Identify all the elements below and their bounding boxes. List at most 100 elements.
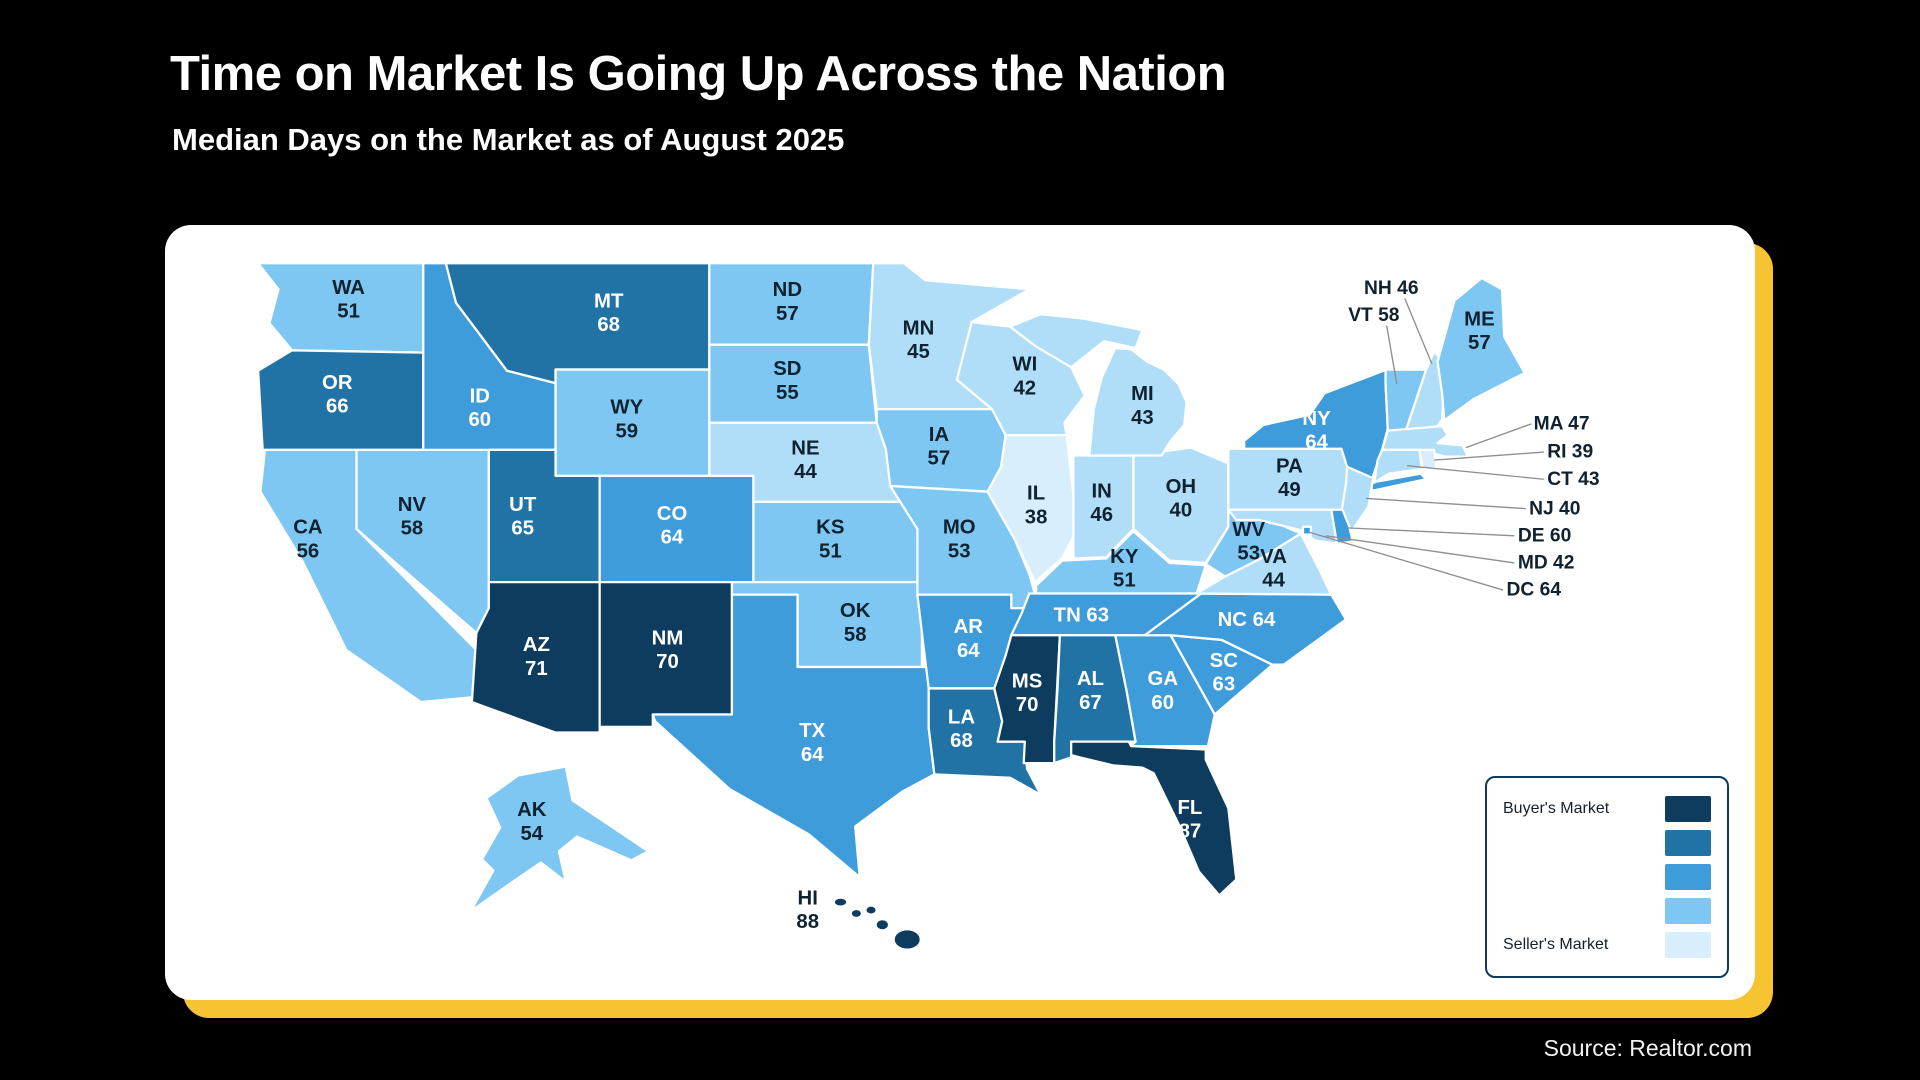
state-value-MN: 45 <box>907 341 930 363</box>
state-value-IL: 38 <box>1025 506 1048 528</box>
state-abbr-KS: KS <box>816 517 844 539</box>
state-value-MS: 70 <box>1016 694 1039 716</box>
legend-sellers-label: Seller's Market <box>1503 936 1609 953</box>
state-abbr-WA: WA <box>332 277 365 299</box>
state-value-HI: 88 <box>796 911 819 933</box>
state-label-DC: DC 64 <box>1507 580 1562 601</box>
state-abbr-AK: AK <box>517 799 547 821</box>
state-abbr-HI: HI <box>798 887 818 909</box>
state-value-LA: 68 <box>950 730 973 752</box>
state-label-NH: NH 46 <box>1364 278 1419 299</box>
legend-swatch-light <box>1665 898 1711 924</box>
state-abbr-MT: MT <box>594 290 624 312</box>
state-abbr-MS: MS <box>1012 670 1043 692</box>
state-abbr-OH: OH <box>1166 476 1197 498</box>
leader-line-NH <box>1404 298 1433 365</box>
legend-swatch-dark <box>1665 830 1711 856</box>
state-AK <box>469 765 650 913</box>
state-abbr-AZ: AZ <box>523 634 550 656</box>
state-label-NC: NC 64 <box>1218 609 1276 631</box>
state-value-AR: 64 <box>957 640 980 662</box>
state-value-SD: 55 <box>776 382 799 404</box>
state-value-WY: 59 <box>615 420 638 442</box>
state-abbr-AL: AL <box>1077 668 1104 690</box>
state-value-CO: 64 <box>661 527 684 549</box>
state-value-OH: 40 <box>1170 500 1193 522</box>
state-value-KY: 51 <box>1113 570 1136 592</box>
state-label-VT: VT 58 <box>1348 305 1400 326</box>
state-abbr-TX: TX <box>799 720 825 742</box>
legend-buyers-label: Buyer's Market <box>1503 800 1610 817</box>
state-abbr-NY: NY <box>1302 408 1331 430</box>
state-CT <box>1373 448 1423 484</box>
state-value-IA: 57 <box>928 448 951 470</box>
map-legend: Buyer's Market Seller's Market <box>1485 776 1729 978</box>
legend-swatch-darkest <box>1665 796 1711 822</box>
state-value-NM: 70 <box>656 651 679 673</box>
state-value-KS: 51 <box>819 540 842 562</box>
leader-line-MD <box>1325 535 1515 564</box>
page-title: Time on Market Is Going Up Across the Na… <box>170 47 1227 101</box>
state-value-WA: 51 <box>337 301 360 323</box>
map-card: WA 51 OR 66 CA 56 NV 58 ID 60 MT 68 WY 59 UT 65 CO 64 AZ 71… <box>165 225 1773 1018</box>
state-TX <box>651 593 936 879</box>
leader-line-DE <box>1347 527 1515 537</box>
us-choropleth-map: WA51OR66CA56NV58ID60MT68WY59UT65CO64AZ71… <box>257 262 1600 951</box>
leader-line-RI <box>1434 451 1544 461</box>
state-HI <box>832 896 849 908</box>
state-value-ID: 60 <box>468 409 491 431</box>
state-abbr-CO: CO <box>657 503 688 525</box>
state-value-SC: 63 <box>1213 674 1236 696</box>
state-label-RI: RI 39 <box>1547 442 1593 463</box>
state-abbr-VA: VA <box>1260 546 1287 568</box>
state-label-CT: CT 43 <box>1547 469 1599 490</box>
state-abbr-ID: ID <box>470 385 490 407</box>
legend-row-2 <box>1503 830 1711 856</box>
state-value-PA: 49 <box>1278 479 1301 501</box>
state-HI <box>892 928 922 951</box>
state-abbr-CA: CA <box>293 517 323 539</box>
state-labels-layer: WA51OR66CA56NV58ID60MT68WY59UT65CO64AZ71… <box>293 277 1599 933</box>
legend-row-3 <box>1503 864 1711 890</box>
state-abbr-IL: IL <box>1027 483 1045 505</box>
state-MI <box>1008 313 1144 369</box>
state-value-MO: 53 <box>948 540 971 562</box>
state-abbr-SD: SD <box>773 358 801 380</box>
state-abbr-WI: WI <box>1012 354 1037 376</box>
state-abbr-UT: UT <box>509 494 537 516</box>
leader-line-VT <box>1385 325 1398 385</box>
state-value-NE: 44 <box>794 461 817 483</box>
legend-swatch-medium <box>1665 864 1711 890</box>
state-HI <box>874 917 891 932</box>
legend-row-buyers: Buyer's Market <box>1503 796 1711 822</box>
state-MI <box>1088 346 1188 457</box>
state-label-NJ: NJ 40 <box>1529 498 1580 519</box>
state-abbr-IN: IN <box>1092 480 1112 502</box>
state-HI <box>864 904 878 916</box>
state-value-MI: 43 <box>1131 407 1154 429</box>
state-value-ND: 57 <box>776 303 799 325</box>
state-abbr-SC: SC <box>1210 650 1239 672</box>
state-abbr-ND: ND <box>773 279 802 301</box>
legend-swatch-lightest <box>1665 932 1711 958</box>
state-value-GA: 60 <box>1151 692 1174 714</box>
leader-line-NJ <box>1366 497 1526 510</box>
state-abbr-MO: MO <box>943 517 976 539</box>
state-abbr-KY: KY <box>1110 546 1139 568</box>
state-value-AK: 54 <box>520 823 543 845</box>
state-abbr-NV: NV <box>398 494 427 516</box>
map-card-surface: WA 51 OR 66 CA 56 NV 58 ID 60 MT 68 WY 59 UT 65 CO 64 AZ 71… <box>165 225 1755 1000</box>
state-ME <box>1436 276 1526 422</box>
leader-lines-layer <box>1309 298 1544 591</box>
leader-line-CT <box>1406 465 1544 480</box>
leader-line-DC <box>1309 531 1504 591</box>
state-value-OR: 66 <box>326 396 349 418</box>
state-value-ME: 57 <box>1468 332 1491 354</box>
state-value-MT: 68 <box>597 314 620 336</box>
state-IL <box>986 434 1075 584</box>
state-value-AL: 67 <box>1079 692 1102 714</box>
state-NY <box>1243 368 1428 492</box>
state-abbr-AR: AR <box>954 616 984 638</box>
state-abbr-WV: WV <box>1232 519 1265 541</box>
state-abbr-WY: WY <box>610 397 643 419</box>
